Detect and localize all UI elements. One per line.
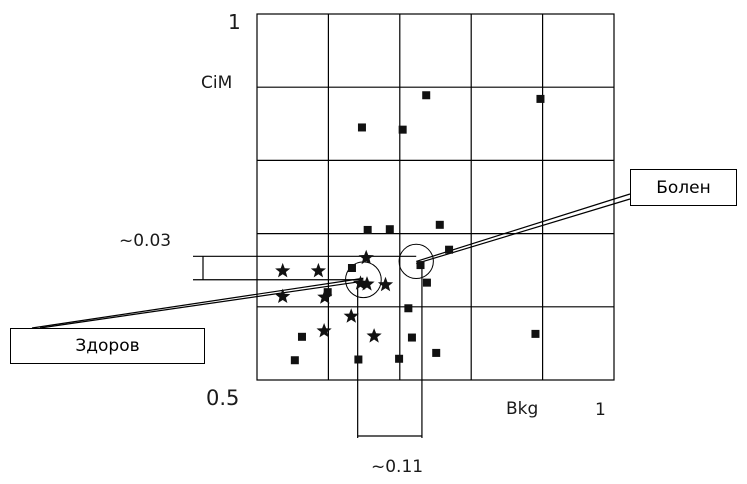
square-point	[354, 355, 363, 364]
square-point	[416, 261, 425, 270]
sick-label-box: Болен	[630, 169, 737, 206]
star-point	[377, 276, 394, 292]
dy-annotation-label: ~0.03	[119, 231, 172, 251]
plot-frame	[256, 13, 615, 381]
star-point	[317, 289, 333, 304]
star-point	[275, 288, 291, 303]
x-axis-max-label: 1	[595, 400, 606, 420]
healthy-leader-line-2	[39, 280, 364, 329]
star-point	[316, 323, 332, 338]
star-point	[358, 249, 374, 265]
star-point	[275, 262, 291, 278]
sick-centroid-circle	[398, 243, 434, 280]
square-point	[290, 356, 299, 365]
square-point	[432, 348, 441, 357]
dx-annotation-label: ~0.11	[371, 457, 424, 477]
star-point	[343, 308, 359, 323]
square-point	[385, 225, 394, 234]
healthy-label-box: Здоров	[10, 328, 205, 364]
plot-grid	[256, 13, 615, 381]
data-points	[275, 91, 545, 365]
y-axis-max-label: 1	[228, 10, 241, 34]
x-axis-label: Bkg	[506, 399, 539, 419]
star-point	[366, 328, 382, 343]
square-point	[323, 288, 332, 297]
star-point	[352, 275, 369, 290]
star-point	[359, 276, 375, 291]
square-point	[422, 91, 431, 100]
y-axis-label: CiM	[201, 73, 233, 93]
square-point	[357, 123, 366, 132]
healthy-leader-line-1	[31, 277, 364, 329]
square-point	[363, 225, 372, 234]
square-point	[297, 332, 306, 341]
square-point	[445, 245, 454, 254]
origin-label: 0.5	[206, 386, 240, 410]
leader-lines	[31, 193, 631, 329]
sick-leader-line-2	[416, 198, 631, 265]
square-point	[536, 94, 545, 103]
square-point	[422, 278, 431, 287]
square-point	[404, 304, 413, 313]
square-point	[531, 329, 540, 338]
square-point	[407, 333, 416, 342]
star-point	[310, 262, 326, 278]
square-point	[398, 125, 407, 134]
square-point	[435, 220, 444, 229]
square-point	[347, 264, 356, 273]
square-point	[395, 354, 404, 363]
